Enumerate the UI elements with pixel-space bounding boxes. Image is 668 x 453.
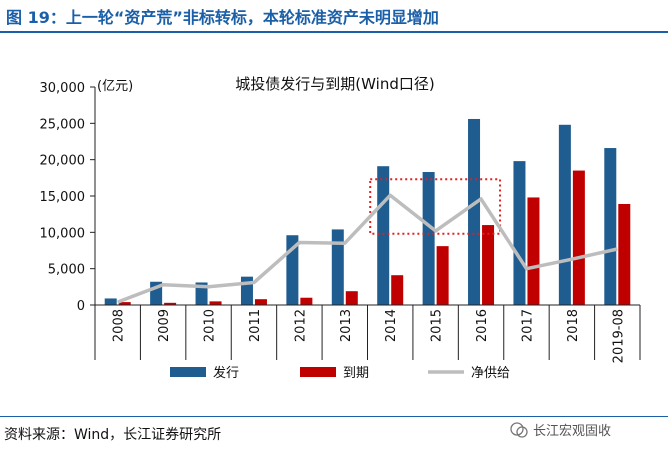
watermark: 长江宏观固收 — [510, 420, 611, 439]
x-tick-label-2016: 2016 — [475, 309, 490, 342]
x-axis: 2008 2009 2010 2011 2012 2013 2014 2015 2016 2017… — [94, 304, 641, 363]
chart: 城投债发行与到期(Wind口径) (亿元) 0 5,000 10,000 15,000… — [40, 75, 641, 381]
unit-label: (亿元) — [97, 79, 133, 94]
x-tick-label-2013: 2013 — [339, 309, 354, 342]
x-tick-label-2019-08: 2019-08 — [611, 309, 626, 363]
legend: 发行 到期 净供给 — [170, 365, 510, 381]
issuance-bar-2016 — [468, 118, 481, 306]
maturity-bar-2010 — [209, 301, 222, 305]
x-tick-label-2015: 2015 — [430, 309, 445, 342]
y-tick-label: 20,000 — [40, 154, 86, 169]
highlight-box — [369, 178, 502, 235]
issuance-bar-2019-08 — [604, 148, 617, 305]
legend-label-2: 净供给 — [471, 366, 510, 381]
issuance-bar-2011 — [240, 276, 253, 305]
y-tick-label: 25,000 — [40, 117, 86, 132]
chart-title: 城投债发行与到期(Wind口径) — [235, 75, 434, 93]
wechat-icon — [510, 421, 528, 438]
highlight-box-group — [369, 178, 502, 235]
maturity-bar-2012 — [300, 297, 313, 305]
x-tick-label-2009: 2009 — [157, 309, 172, 342]
issuance-bar-2013 — [331, 229, 344, 305]
maturity-bar-2018 — [572, 170, 585, 305]
legend-swatch-0 — [170, 367, 206, 377]
issuance-bar-2014 — [377, 166, 390, 305]
issuance-bar-2015 — [422, 172, 435, 305]
y-tick-label: 0 — [77, 299, 85, 314]
y-tick-label: 10,000 — [40, 226, 86, 241]
issuance-bar-2018 — [558, 124, 571, 305]
legend-label-1: 到期 — [343, 366, 369, 381]
maturity-bar-2016 — [482, 225, 495, 305]
maturity-bar-2014 — [391, 275, 404, 305]
x-tick-label-2014: 2014 — [384, 309, 399, 342]
maturity-bar-2011 — [254, 299, 267, 305]
net-supply-line-group — [117, 193, 618, 304]
maturity-bar-2015 — [436, 246, 449, 305]
x-tick-label-2017: 2017 — [521, 309, 536, 342]
y-tick-label: 30,000 — [40, 81, 86, 96]
x-tick-label-2011: 2011 — [248, 309, 263, 342]
issuance-bar-2017 — [513, 161, 526, 305]
y-tick-label: 15,000 — [40, 190, 86, 205]
x-tick-label-2010: 2010 — [203, 309, 218, 342]
watermark-text: 长江宏观固收 — [533, 424, 612, 439]
x-tick-label-2018: 2018 — [566, 309, 581, 342]
bars — [104, 118, 631, 306]
maturity-bar-2008 — [118, 302, 131, 305]
legend-swatch-1 — [300, 367, 336, 377]
source-note: 资料来源：Wind，长江证券研究所 — [4, 427, 222, 443]
issuance-bar-2008 — [104, 298, 117, 305]
maturity-bar-2017 — [527, 197, 540, 305]
legend-label-0: 发行 — [213, 365, 239, 381]
top-rule — [0, 31, 668, 33]
figure-title: 图 19：上一轮“资产荒”非标转标，本轮标准资产未明显增加 — [6, 8, 439, 27]
x-tick-label-2012: 2012 — [293, 309, 308, 342]
maturity-bar-2013 — [345, 291, 358, 305]
maturity-bar-2009 — [164, 302, 177, 305]
x-tick-label-2008: 2008 — [112, 309, 127, 342]
net-supply-line — [117, 193, 618, 304]
maturity-bar-2019-08 — [618, 203, 631, 305]
y-axis: 0 5,000 10,000 15,000 20,000 25,000 30,000 — [40, 81, 96, 314]
y-tick-label: 5,000 — [48, 263, 85, 278]
bottom-rule — [0, 416, 668, 417]
